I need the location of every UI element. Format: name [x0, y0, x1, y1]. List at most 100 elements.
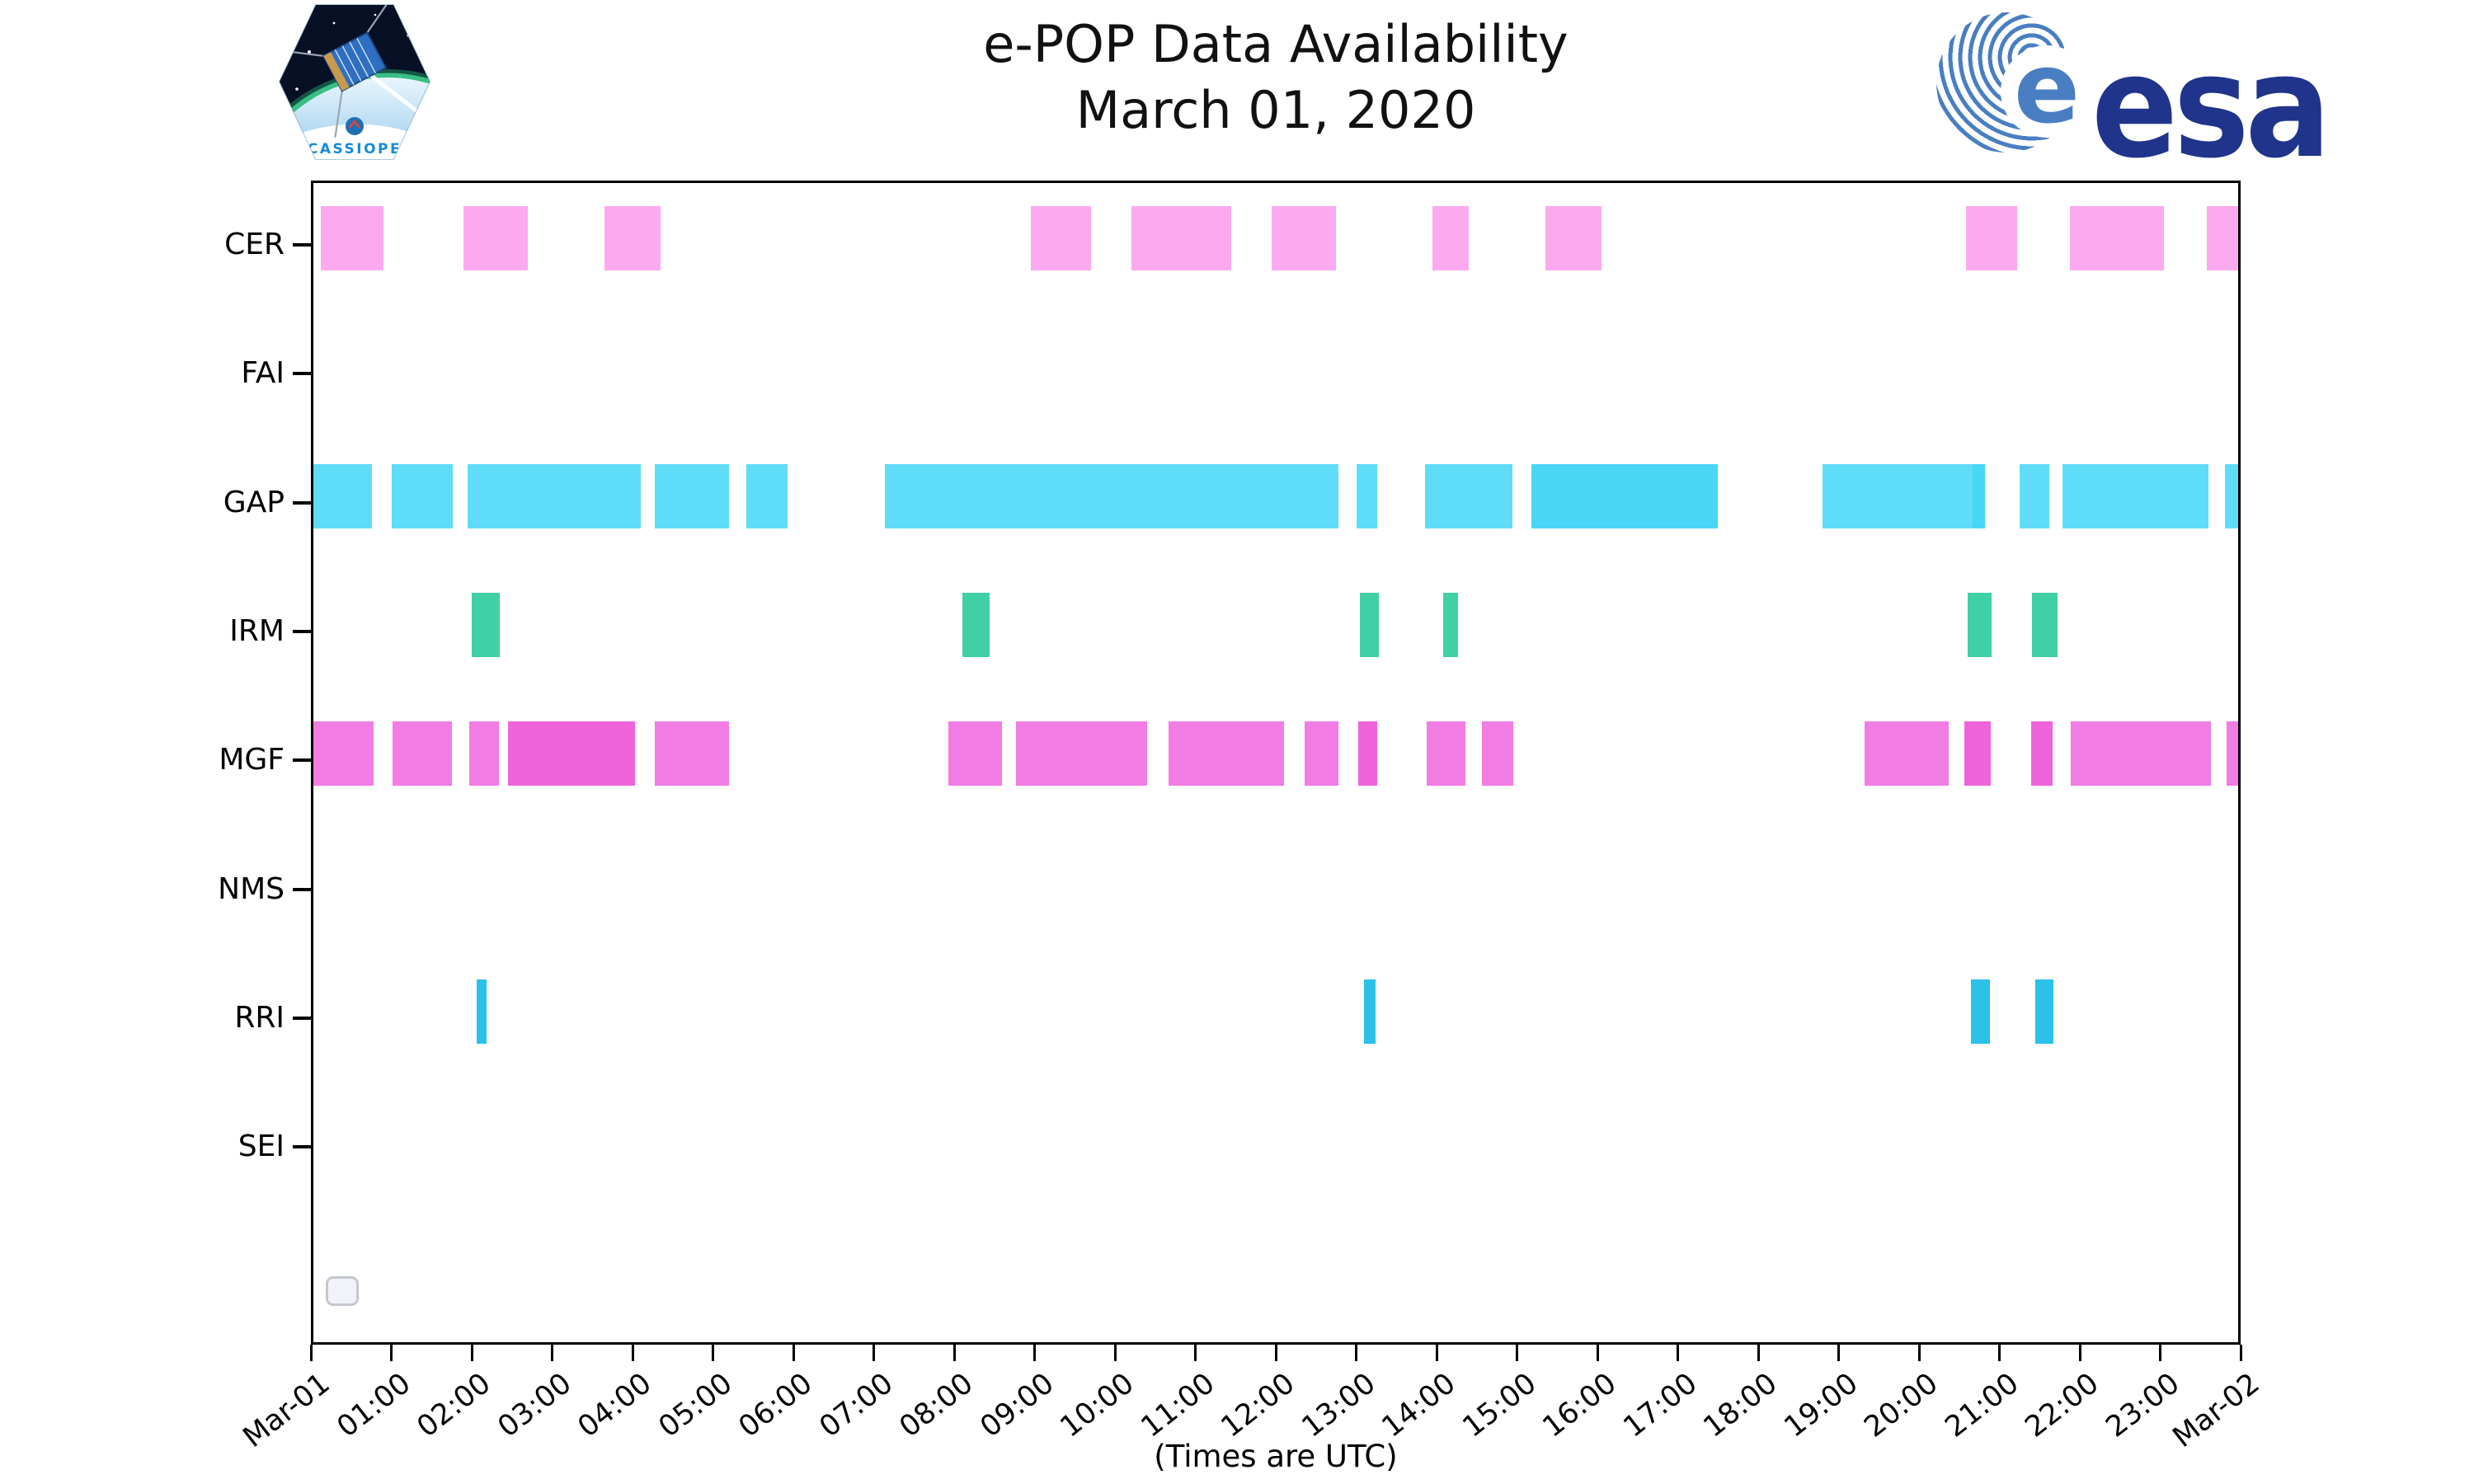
availability-bar-mgf [1481, 721, 1513, 787]
chart-title-line2: March 01, 2020 [1075, 80, 1476, 140]
x-tick-label: 09:00 [974, 1367, 1061, 1444]
x-tick [551, 1345, 553, 1361]
availability-bar-cer [463, 206, 529, 270]
x-tick-label: 01:00 [331, 1367, 417, 1444]
availability-bar-irm [472, 592, 501, 657]
availability-bar-mgf [393, 721, 452, 787]
availability-bar-mgf [566, 721, 635, 787]
y-tick [293, 887, 311, 891]
esa-wordmark: esa [2091, 24, 2331, 190]
plot-area [311, 181, 2241, 1345]
availability-bar-irm [1967, 592, 1992, 657]
availability-bar-cer [1545, 206, 1602, 270]
x-tick [2239, 1345, 2242, 1361]
x-tick-label: 13:00 [1296, 1367, 1382, 1444]
x-tick [2159, 1345, 2161, 1361]
availability-bar-rri [1364, 979, 1376, 1044]
legend-box [326, 1276, 359, 1306]
x-tick [1435, 1345, 1438, 1361]
availability-bar-mgf [1169, 721, 1284, 787]
availability-bar-mgf [1358, 721, 1377, 787]
availability-bar-gap [1356, 463, 1377, 528]
x-tick-label: 19:00 [1778, 1367, 1865, 1444]
availability-bar-gap [2224, 463, 2241, 528]
availability-bar-gap [746, 463, 788, 528]
y-tick-label-gap: GAP [223, 485, 285, 519]
availability-bar-mgf [1427, 721, 1466, 787]
availability-bar-mgf [2227, 721, 2241, 787]
x-tick-label: 12:00 [1215, 1367, 1301, 1444]
availability-bar-cer [1272, 206, 1337, 270]
x-tick [631, 1345, 634, 1361]
availability-bar-mgf [948, 721, 1003, 787]
x-tick-label: 07:00 [813, 1367, 900, 1444]
availability-bar-mgf [507, 721, 567, 787]
x-tick-label: 06:00 [732, 1367, 819, 1444]
x-tick [872, 1345, 875, 1361]
availability-bar-gap [2019, 463, 2049, 528]
availability-bar-gap [468, 463, 641, 528]
x-tick [712, 1345, 714, 1361]
x-tick [470, 1345, 473, 1361]
y-tick [293, 1145, 311, 1149]
availability-bar-irm [1360, 592, 1379, 657]
availability-bar-cer [604, 206, 661, 270]
x-tick [1596, 1345, 1599, 1361]
availability-bar-gap [1425, 463, 1512, 528]
y-tick [293, 629, 311, 633]
x-tick-label: 10:00 [1054, 1367, 1141, 1444]
chart-title: e-POP Data Availability March 01, 2020 [311, 12, 2241, 143]
x-tick-label: 08:00 [893, 1367, 980, 1444]
x-tick-label: 15:00 [1456, 1367, 1543, 1444]
availability-bar-cer [320, 206, 383, 270]
availability-bar-gap [1531, 463, 1719, 528]
x-tick-label: 21:00 [1939, 1367, 2025, 1444]
x-tick-label: 17:00 [1617, 1367, 1704, 1444]
y-tick-label-nms: NMS [218, 871, 285, 906]
x-tick [792, 1345, 795, 1361]
availability-bar-mgf [2071, 721, 2211, 787]
availability-bar-mgf [1864, 721, 1950, 787]
x-tick-label: 04:00 [571, 1367, 658, 1444]
esa-globe-icon: e [1936, 12, 2093, 153]
x-tick [1194, 1345, 1197, 1361]
x-tick [1516, 1345, 1518, 1361]
xaxis-caption: (Times are UTC) [1154, 1439, 1398, 1474]
availability-bar-mgf [655, 721, 729, 787]
availability-bar-mgf [1305, 721, 1339, 787]
x-tick [952, 1345, 956, 1361]
availability-bar-rri [476, 979, 487, 1044]
cassiope-mission-patch: CASSIOPE [276, 2, 433, 162]
availability-bar-gap [391, 463, 453, 528]
cassiope-patch-icon: CASSIOPE [278, 4, 431, 160]
availability-bar-gap [312, 463, 373, 528]
y-tick-label-cer: CER [224, 228, 285, 261]
availability-bar-mgf [1016, 721, 1147, 787]
cassiope-patch-label: CASSIOPE [308, 141, 402, 157]
x-tick [1033, 1345, 1036, 1361]
availability-bar-cer [1131, 206, 1232, 270]
x-tick-label: 16:00 [1536, 1367, 1623, 1444]
availability-bar-irm [962, 592, 990, 657]
availability-bar-irm [1442, 592, 1459, 657]
x-tick [1113, 1345, 1117, 1361]
x-tick [1917, 1345, 1921, 1361]
x-tick [1355, 1345, 1357, 1361]
availability-bar-gap [1823, 463, 1973, 528]
x-tick-label: 22:00 [2019, 1367, 2105, 1444]
x-tick [1757, 1345, 1760, 1361]
availability-bar-cer [2207, 206, 2241, 270]
availability-bar-mgf [2030, 721, 2053, 787]
x-tick [390, 1345, 393, 1361]
availability-bar-mgf [1964, 721, 1991, 787]
x-tick [1837, 1345, 1840, 1361]
availability-bar-mgf [311, 721, 374, 787]
x-tick-label: 03:00 [492, 1367, 578, 1444]
y-tick [293, 243, 311, 247]
availability-bar-cer [1965, 206, 2017, 270]
x-tick [309, 1345, 313, 1361]
x-tick-label: 05:00 [652, 1367, 739, 1444]
y-tick-label-irm: IRM [229, 613, 285, 648]
chart-title-line1: e-POP Data Availability [983, 14, 1569, 74]
esa-globe-letter: e [2001, 40, 2093, 138]
